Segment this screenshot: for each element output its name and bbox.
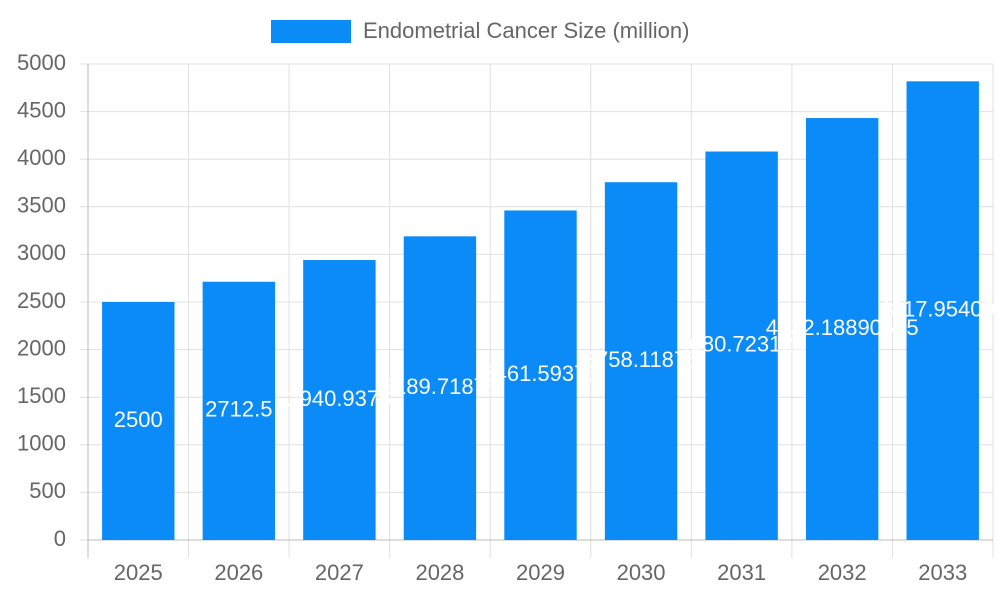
- y-tick-label: 3000: [17, 240, 66, 265]
- x-tick-label: 2026: [214, 560, 263, 585]
- bar: [705, 151, 778, 541]
- y-tick-label: 2000: [17, 335, 66, 360]
- x-tick-label: 2030: [617, 560, 666, 585]
- value-label: 2500: [114, 407, 163, 432]
- y-tick-label: 1000: [17, 431, 66, 456]
- legend-label[interactable]: Endometrial Cancer Size (million): [363, 18, 689, 43]
- y-tick-label: 4000: [17, 145, 66, 170]
- y-tick-label: 4500: [17, 97, 66, 122]
- x-tick-label: 2025: [114, 560, 163, 585]
- x-tick-label: 2032: [818, 560, 867, 585]
- y-tick-label: 2500: [17, 288, 66, 313]
- x-tick-label: 2028: [415, 560, 464, 585]
- bar: [403, 236, 477, 540]
- bar: [202, 281, 276, 540]
- value-label: 2940.9375: [287, 386, 391, 411]
- bar: [303, 260, 376, 540]
- legend-swatch[interactable]: [271, 20, 351, 43]
- bar: [102, 302, 175, 540]
- x-tick-label: 2031: [717, 560, 766, 585]
- value-label: 4080.723125: [677, 332, 805, 357]
- y-tick-label: 1500: [17, 383, 66, 408]
- value-label: 3758.11875: [584, 347, 699, 372]
- x-tick-label: 2029: [516, 560, 565, 585]
- value-label: 2712.5: [205, 397, 272, 422]
- y-tick-label: 500: [29, 478, 66, 503]
- bar: [504, 210, 577, 540]
- x-tick-label: 2033: [918, 560, 967, 585]
- bar: [805, 118, 879, 541]
- bar: [906, 81, 979, 540]
- y-tick-label: 0: [54, 526, 66, 551]
- y-tick-label: 5000: [17, 50, 66, 75]
- bar: [604, 182, 678, 540]
- value-label: 4432.18890625: [766, 315, 919, 340]
- y-tick-label: 3500: [17, 193, 66, 218]
- x-tick-label: 2027: [315, 560, 364, 585]
- value-label: 3461.59375: [482, 361, 598, 386]
- value-label: 4817.954006: [878, 296, 1000, 321]
- value-label: 3189.71875: [382, 374, 498, 399]
